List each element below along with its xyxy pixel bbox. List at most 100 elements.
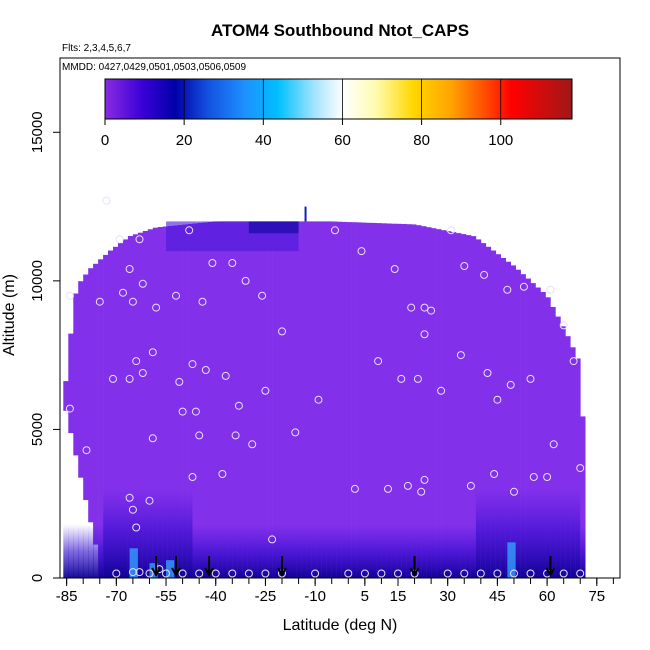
sample-point [493,569,502,578]
heat-boundary-layer [123,488,129,578]
heat-boundary-layer [421,524,427,578]
sample-point [483,369,492,377]
flight-arrows [151,556,556,578]
heat-column [177,225,183,578]
heat-column [515,269,521,578]
sample-point [201,366,210,374]
heat-boundary-layer [83,524,89,578]
sample-point [437,386,446,395]
heat-column [118,243,124,578]
heat-boundary-layer [321,524,328,578]
heat-boundary-layer [371,524,377,578]
colorbar-ticks: 0 20 40 60 80 100 [101,79,513,149]
sample-point [258,291,267,300]
heat-boundary-layer [411,524,417,578]
heat-column [197,223,203,578]
sample-point [211,569,220,578]
heat-column [68,333,74,434]
sample-point [314,395,323,404]
heat-column [580,416,586,578]
sample-point [417,487,426,496]
sample-point [503,285,512,294]
x-tick-label: 15 [390,588,407,605]
sample-point [413,374,422,383]
heat-boundary-layer [172,488,178,578]
heat-boundary-layer [460,524,467,578]
heat-column [470,236,477,578]
heat-column [267,221,273,578]
y-axis-label: Altitude (m) [1,274,18,356]
heat-boundary-layer [475,488,482,578]
sample-point [377,569,386,578]
heat-boundary-layer [341,524,347,578]
heat-boundary-layer [401,524,407,578]
heat-boundary-layer [93,524,99,578]
heat-boundary-layer [287,524,293,578]
heat-column [127,236,134,578]
sample-point [172,291,180,300]
heat-column [336,221,342,578]
sample-point [125,374,134,383]
heat-column [361,222,367,578]
heat-boundary-layer [118,488,124,578]
heat-boundary-layer [257,524,263,578]
x-tick-label: 5 [361,588,369,605]
sample-point [178,407,187,416]
heat-boundary-layer [232,524,238,578]
heat-column [202,222,208,578]
heat-column [83,274,89,500]
sample-point [407,303,416,312]
heat-boundary-layer [361,524,367,578]
heat-boundary-layer [505,488,511,578]
heat-column [73,293,79,456]
heat-boundary-layer [366,524,372,578]
heat-column [555,316,561,578]
sample-point [397,374,406,383]
x-tick-label: -40 [205,588,227,605]
heat-column [187,224,193,578]
heat-boundary-layer [177,488,183,578]
sample-point [195,431,204,440]
sample-point [125,493,134,502]
x-tick-label: 45 [489,588,506,605]
sample-point [344,569,353,578]
sample-point [374,357,383,366]
heat-boundary-layer [456,524,462,578]
y-tick-label: 15000 [29,111,46,153]
sample-point [221,371,230,380]
sample-point [145,569,154,578]
heat-boundary-layer [63,524,69,578]
heat-column [441,230,447,578]
heat-column [421,226,427,578]
heat-boundary-layer [396,524,402,578]
heat-column [326,221,332,578]
heat-column [63,381,69,411]
sample-point [268,535,277,544]
heat-column [311,221,318,578]
heat-boundary-layer [580,524,586,578]
heat-column [222,221,228,578]
heat-boundary-layer [431,524,437,578]
heat-column [505,261,511,578]
sample-point [403,481,412,490]
heat-column [565,336,571,578]
heat-boundary-layer [277,524,283,578]
sample-point [138,279,147,288]
heat-boundary-layer [127,488,134,578]
heat-column [371,222,377,578]
colorbar-tick-label: 40 [255,132,272,149]
heat-column [570,347,576,578]
sample-point [195,569,204,578]
flight-arrow-head [277,567,287,578]
heat-boundary-layer [197,524,203,578]
colorbar-tick-label: 80 [413,132,430,149]
sample-point [135,568,144,577]
heat-boundary-layer [480,488,487,578]
heat-boundary-layer [192,524,198,578]
heat-column [282,221,288,578]
heat-column [431,228,437,578]
heat-column [520,274,526,578]
heat-column [406,224,412,578]
dates-note: MMDD: 0427,0429,0501,0503,0506,0509 [62,62,246,73]
sample-point [526,374,535,383]
